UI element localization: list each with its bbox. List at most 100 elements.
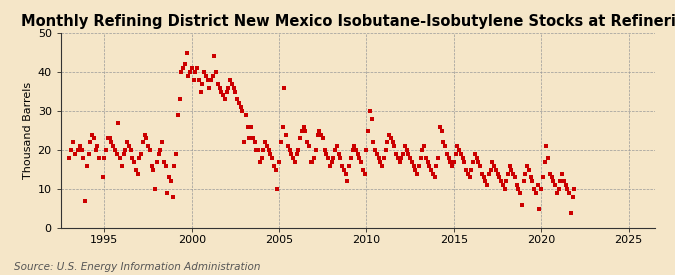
Point	[160, 164, 171, 168]
Point	[97, 175, 108, 180]
Point	[281, 132, 292, 137]
Point	[300, 128, 310, 133]
Point	[450, 152, 461, 156]
Point	[242, 125, 253, 129]
Point	[350, 148, 361, 152]
Point	[389, 144, 400, 148]
Point	[379, 156, 389, 160]
Point	[414, 164, 425, 168]
Point	[296, 128, 307, 133]
Point	[533, 183, 543, 188]
Point	[489, 164, 500, 168]
Point	[101, 148, 111, 152]
Point	[469, 152, 480, 156]
Point	[566, 210, 576, 215]
Point	[529, 187, 539, 191]
Point	[510, 175, 520, 180]
Point	[237, 109, 248, 113]
Point	[185, 70, 196, 74]
Point	[335, 156, 346, 160]
Point	[155, 148, 166, 152]
Point	[261, 144, 272, 148]
Point	[549, 183, 560, 188]
Point	[167, 195, 178, 199]
Point	[272, 187, 283, 191]
Point	[181, 50, 192, 55]
Point	[99, 156, 110, 160]
Point	[527, 179, 538, 184]
Point	[244, 136, 255, 141]
Point	[483, 171, 494, 176]
Point	[85, 140, 96, 145]
Point	[462, 171, 473, 176]
Point	[92, 144, 103, 148]
Point	[400, 144, 410, 148]
Point	[543, 156, 554, 160]
Point	[113, 121, 124, 125]
Point	[186, 66, 197, 70]
Point	[263, 148, 274, 152]
Point	[403, 152, 414, 156]
Point	[130, 167, 141, 172]
Point	[286, 152, 297, 156]
Point	[464, 175, 475, 180]
Point	[385, 136, 396, 141]
Point	[560, 183, 571, 188]
Point	[150, 187, 161, 191]
Point	[139, 132, 150, 137]
Point	[423, 160, 433, 164]
Point	[525, 175, 536, 180]
Point	[412, 171, 423, 176]
Point	[304, 144, 315, 148]
Point	[254, 160, 265, 164]
Text: Source: U.S. Energy Information Administration: Source: U.S. Energy Information Administ…	[14, 262, 260, 272]
Point	[312, 132, 323, 137]
Point	[153, 152, 164, 156]
Point	[443, 156, 454, 160]
Point	[501, 179, 512, 184]
Point	[219, 97, 230, 101]
Point	[118, 152, 129, 156]
Point	[103, 136, 113, 141]
Point	[531, 191, 541, 195]
Point	[387, 140, 398, 145]
Point	[230, 89, 241, 94]
Point	[302, 140, 313, 145]
Point	[308, 156, 319, 160]
Point	[132, 171, 143, 176]
Point	[129, 160, 140, 164]
Point	[513, 187, 524, 191]
Point	[223, 86, 234, 90]
Point	[251, 148, 262, 152]
Point	[497, 183, 508, 188]
Point	[466, 167, 477, 172]
Point	[236, 105, 246, 109]
Point	[340, 171, 351, 176]
Point	[406, 160, 417, 164]
Point	[146, 164, 157, 168]
Point	[73, 148, 84, 152]
Point	[541, 144, 552, 148]
Point	[433, 156, 443, 160]
Point	[475, 164, 485, 168]
Point	[211, 70, 221, 74]
Point	[115, 156, 126, 160]
Point	[417, 148, 428, 152]
Point	[319, 148, 330, 152]
Point	[134, 156, 144, 160]
Point	[74, 144, 85, 148]
Point	[321, 152, 331, 156]
Y-axis label: Thousand Barrels: Thousand Barrels	[24, 82, 34, 179]
Point	[456, 152, 466, 156]
Point	[567, 195, 578, 199]
Point	[163, 175, 174, 180]
Point	[248, 136, 259, 141]
Point	[80, 199, 90, 203]
Point	[291, 152, 302, 156]
Point	[373, 156, 384, 160]
Point	[209, 54, 220, 59]
Point	[180, 62, 190, 67]
Point	[174, 97, 185, 101]
Point	[277, 125, 288, 129]
Point	[557, 171, 568, 176]
